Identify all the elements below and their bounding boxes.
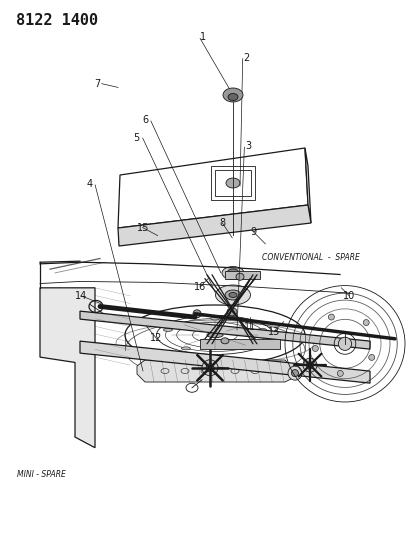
Ellipse shape: [328, 314, 334, 320]
Ellipse shape: [227, 308, 236, 316]
Ellipse shape: [229, 293, 236, 297]
Text: 8122 1400: 8122 1400: [16, 13, 98, 28]
Text: 10: 10: [342, 291, 355, 301]
Ellipse shape: [225, 178, 239, 188]
Text: 9: 9: [250, 227, 256, 237]
Ellipse shape: [368, 354, 374, 360]
Ellipse shape: [257, 328, 266, 332]
Text: 11: 11: [243, 322, 256, 332]
Ellipse shape: [205, 364, 213, 372]
Ellipse shape: [362, 320, 369, 326]
Ellipse shape: [312, 345, 318, 351]
Text: 8: 8: [219, 218, 225, 228]
Text: 4: 4: [86, 179, 92, 189]
Text: 12: 12: [150, 334, 162, 343]
Ellipse shape: [236, 273, 243, 280]
Polygon shape: [137, 360, 292, 382]
Ellipse shape: [227, 269, 238, 277]
Ellipse shape: [227, 93, 237, 101]
Polygon shape: [40, 288, 95, 448]
Ellipse shape: [215, 285, 250, 305]
Ellipse shape: [163, 328, 172, 332]
Ellipse shape: [181, 347, 190, 350]
Ellipse shape: [193, 310, 200, 318]
Text: 16: 16: [193, 282, 206, 292]
Text: 6: 6: [142, 116, 148, 125]
Text: 13: 13: [267, 327, 279, 336]
Ellipse shape: [202, 360, 218, 376]
Text: MINI - SPARE: MINI - SPARE: [17, 470, 66, 479]
Text: 1: 1: [200, 33, 205, 42]
Ellipse shape: [306, 361, 313, 369]
Ellipse shape: [337, 337, 351, 350]
Ellipse shape: [239, 347, 248, 350]
Polygon shape: [80, 341, 369, 383]
Ellipse shape: [287, 366, 301, 380]
Polygon shape: [80, 311, 369, 349]
Ellipse shape: [337, 370, 342, 376]
Text: 14: 14: [75, 291, 87, 301]
Ellipse shape: [291, 369, 298, 377]
Ellipse shape: [222, 88, 243, 102]
Ellipse shape: [207, 332, 222, 338]
Text: CONVENTIONAL  -  SPARE: CONVENTIONAL - SPARE: [262, 253, 360, 262]
Polygon shape: [200, 339, 279, 349]
Polygon shape: [118, 205, 310, 246]
Text: 2: 2: [242, 53, 249, 62]
Ellipse shape: [225, 290, 240, 300]
Ellipse shape: [220, 338, 229, 344]
Ellipse shape: [221, 266, 243, 279]
Polygon shape: [304, 148, 310, 223]
Text: 3: 3: [245, 141, 251, 151]
Ellipse shape: [210, 317, 219, 320]
Text: 15: 15: [136, 223, 148, 232]
Polygon shape: [225, 271, 259, 279]
Text: 7: 7: [94, 79, 100, 88]
Ellipse shape: [302, 358, 316, 372]
Text: 5: 5: [133, 133, 139, 142]
